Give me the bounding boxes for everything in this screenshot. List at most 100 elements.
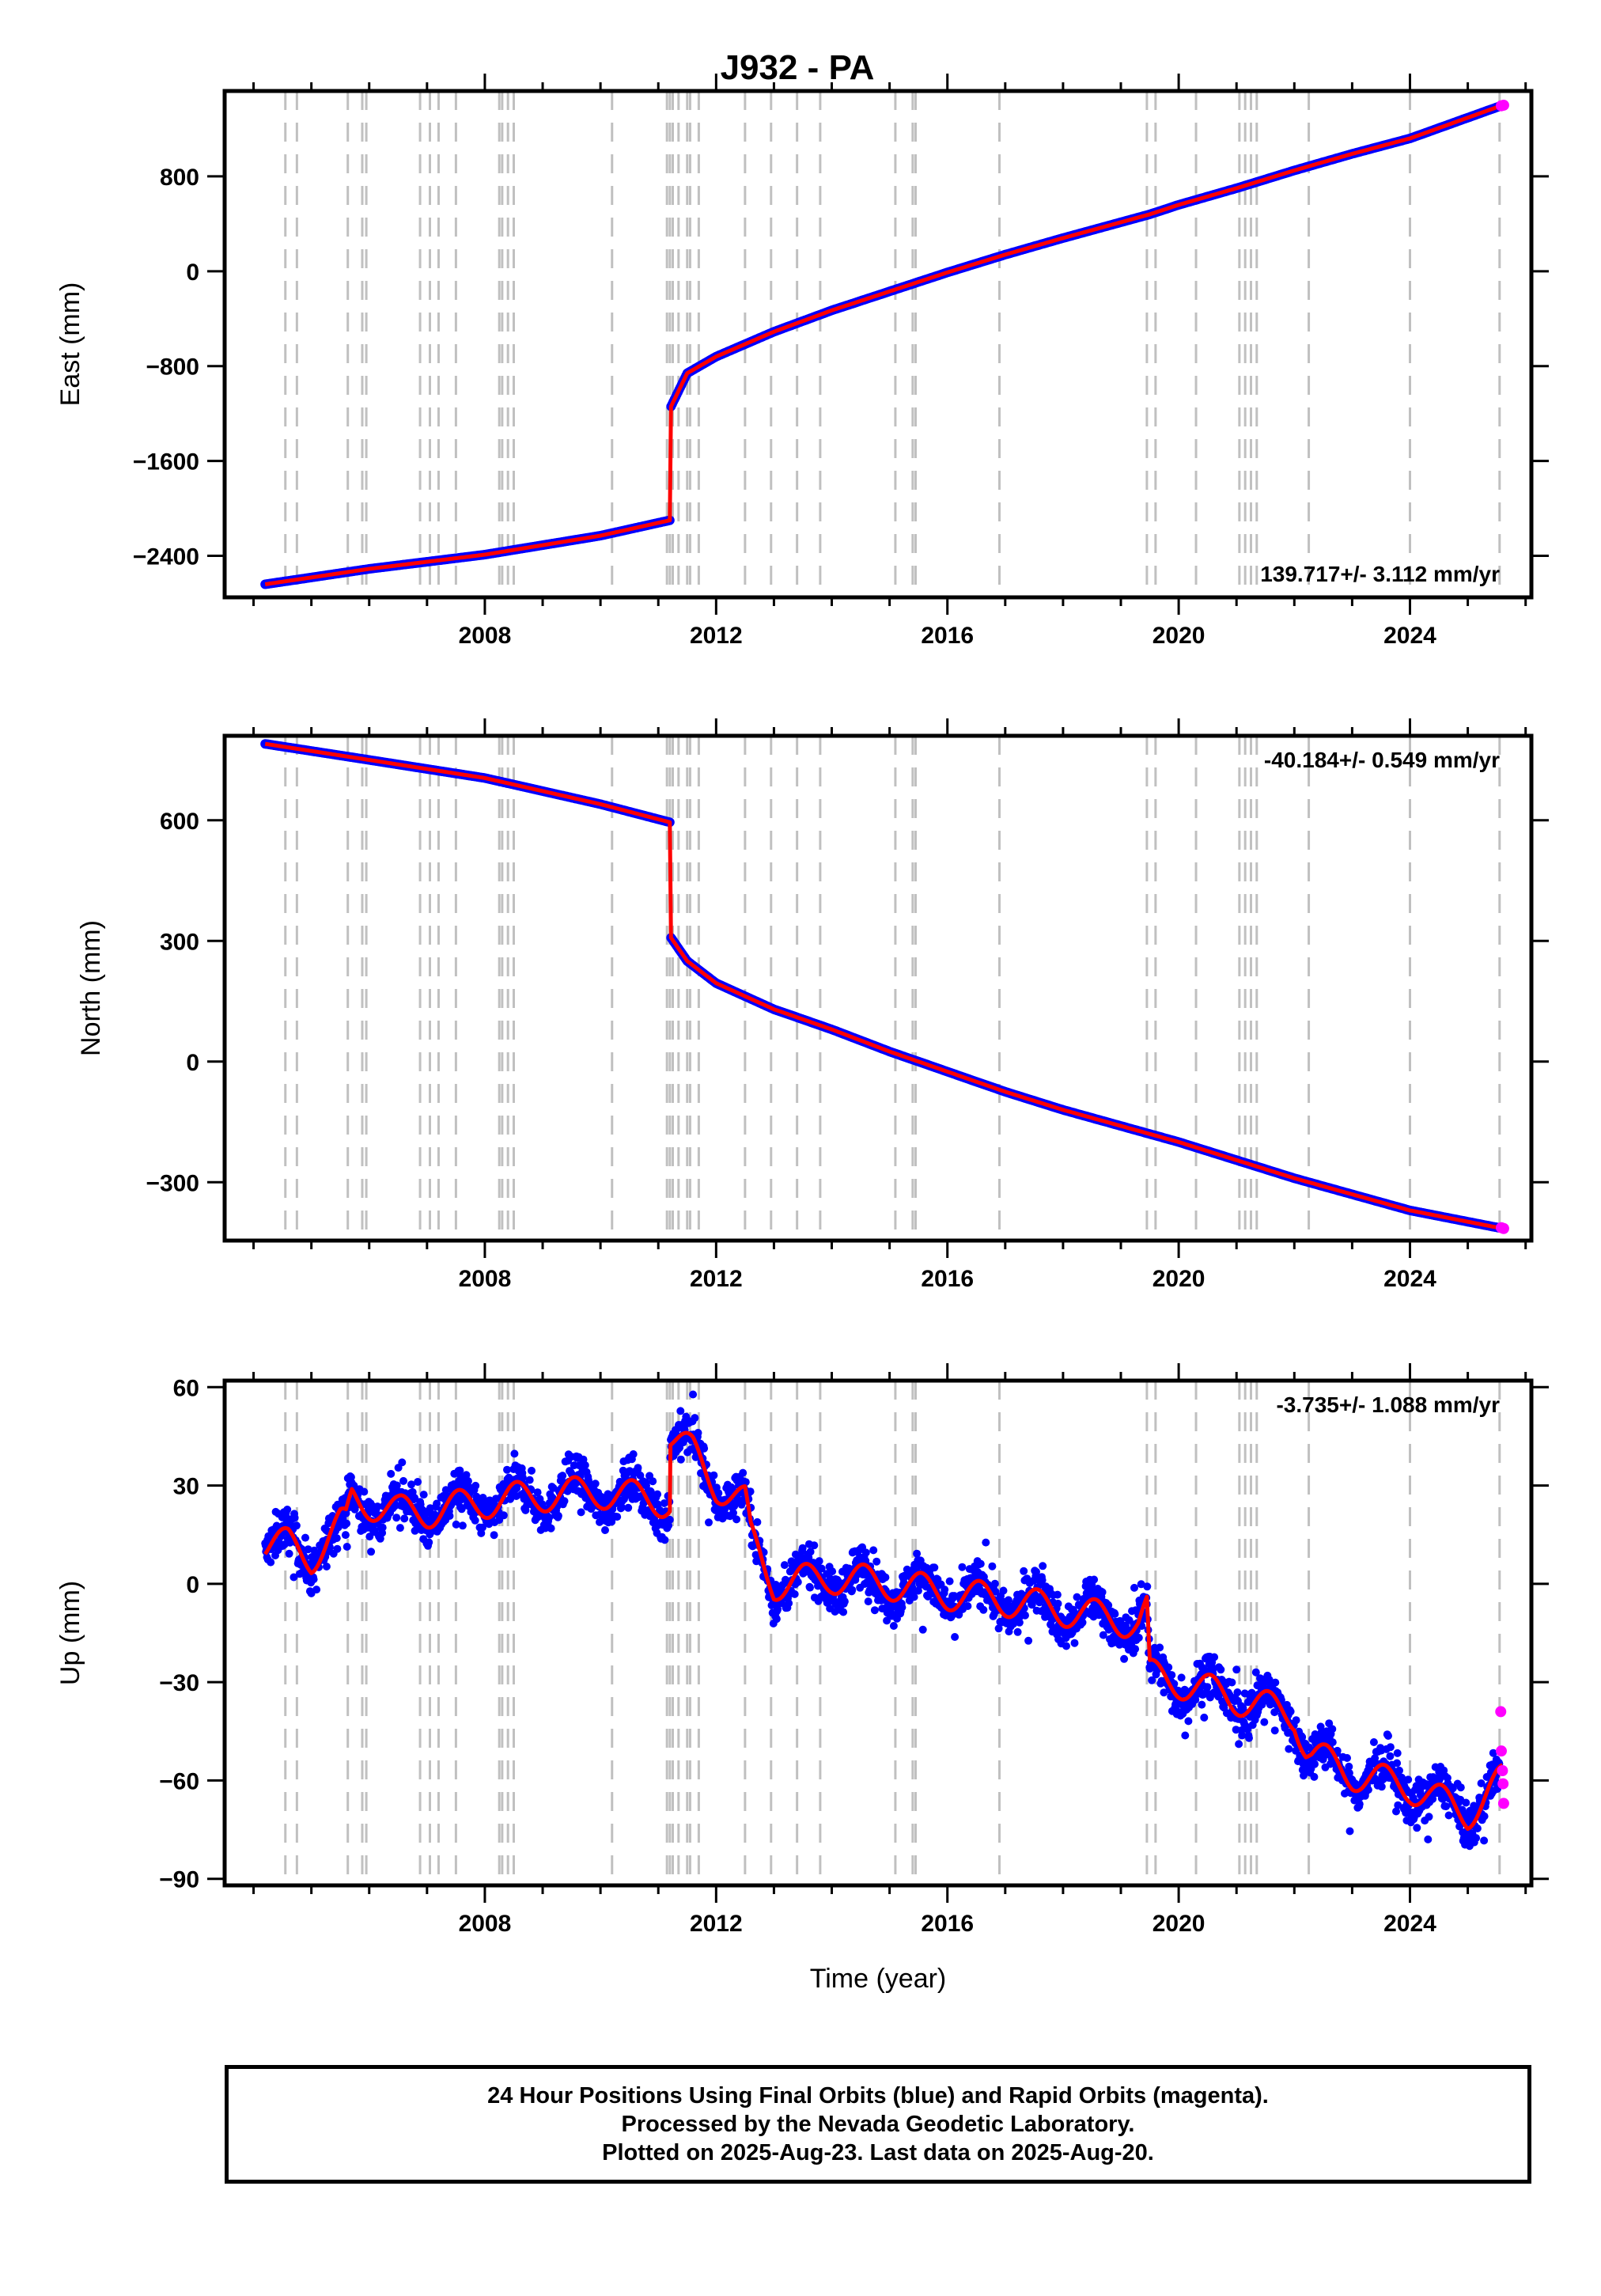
y-tick-label: 800 xyxy=(160,165,199,191)
rapid-orbit-points-north xyxy=(1495,1222,1509,1234)
final-orbit-point xyxy=(898,1603,906,1612)
final-orbit-point xyxy=(1070,1639,1079,1647)
model-fit-line-east xyxy=(264,103,1504,586)
final-orbit-point xyxy=(941,1586,949,1594)
x-tick-label: 2016 xyxy=(921,1266,974,1292)
final-orbit-point xyxy=(676,1455,685,1464)
final-orbit-point xyxy=(1039,1562,1047,1570)
final-orbit-point xyxy=(591,1480,600,1488)
final-orbit-point xyxy=(312,1586,321,1594)
y-tick-label: 600 xyxy=(160,809,199,835)
final-orbit-point xyxy=(951,1633,959,1641)
final-orbit-point xyxy=(341,1531,350,1540)
final-orbit-point xyxy=(1021,1611,1029,1620)
final-orbit-point xyxy=(864,1597,872,1606)
final-orbit-point xyxy=(1270,1726,1279,1735)
final-orbit-point xyxy=(322,1563,331,1570)
final-orbit-point xyxy=(301,1533,309,1542)
final-orbit-point xyxy=(1210,1653,1219,1661)
final-orbit-point xyxy=(1130,1583,1138,1592)
final-orbit-point xyxy=(1062,1642,1070,1650)
final-orbit-point xyxy=(930,1563,939,1572)
final-orbit-point xyxy=(691,1414,699,1423)
x-tick-label: 2024 xyxy=(1383,1266,1436,1292)
final-orbit-point xyxy=(870,1606,879,1615)
final-orbit-point xyxy=(1131,1645,1140,1654)
panels-group: 2008 2012 2016 2020 20248000−800−1600−2400Ea… xyxy=(55,74,1549,1937)
final-orbit-point xyxy=(445,1512,454,1520)
final-orbit-point xyxy=(705,1518,713,1527)
y-tick-label: −800 xyxy=(146,354,199,381)
final-orbit-point xyxy=(1013,1627,1022,1636)
final-orbit-point xyxy=(780,1561,789,1570)
final-orbit-point xyxy=(1395,1766,1403,1775)
model-fit-line-north xyxy=(264,741,1504,1231)
final-orbit-point xyxy=(976,1559,985,1568)
final-orbit-point xyxy=(1232,1665,1241,1674)
final-orbit-point xyxy=(1156,1643,1164,1652)
velocity-annotation-north: -40.184+/- 0.549 mm/yr xyxy=(1264,748,1500,772)
plot-frame-east xyxy=(222,89,1534,600)
panel-north: 2008 2012 2016 2020 2024 600 300 0 −300 North (mm… xyxy=(76,718,1549,1292)
final-orbit-point xyxy=(1369,1738,1378,1746)
final-orbit-point xyxy=(1444,1811,1453,1820)
final-orbit-point xyxy=(629,1450,638,1458)
final-orbit-point xyxy=(613,1513,622,1521)
y-tick-label: 0 xyxy=(186,1050,199,1076)
rapid-orbit-points-east xyxy=(1495,99,1509,112)
final-orbit-point xyxy=(1200,1713,1209,1722)
event-lines-up xyxy=(284,1381,1501,1885)
final-orbit-points-up xyxy=(261,1390,1504,1851)
chart-title: J932 - PA xyxy=(721,48,875,87)
final-orbit-point xyxy=(1404,1775,1413,1784)
final-orbit-point xyxy=(1310,1772,1319,1781)
final-orbit-point xyxy=(1328,1738,1337,1747)
final-orbit-point xyxy=(689,1390,698,1399)
final-orbit-point xyxy=(471,1516,479,1525)
x-tick-label: 2020 xyxy=(1152,623,1205,649)
y-tick-label: −1600 xyxy=(133,449,199,475)
final-orbit-point xyxy=(793,1578,802,1586)
y-tick-label: −300 xyxy=(146,1170,199,1196)
final-orbit-point xyxy=(1245,1733,1253,1742)
final-orbit-point xyxy=(861,1548,870,1557)
rapid-orbit-point xyxy=(1497,99,1509,111)
final-orbit-point xyxy=(499,1511,508,1520)
final-orbit-point xyxy=(1143,1582,1152,1591)
final-orbit-point xyxy=(290,1514,299,1522)
final-orbit-point xyxy=(1054,1599,1062,1608)
x-axis-north: 2008 2012 2016 2020 2024 xyxy=(252,718,1527,1292)
final-orbit-point xyxy=(840,1597,849,1606)
y-axis-label-north: North (mm) xyxy=(76,920,106,1056)
final-orbit-point xyxy=(999,1586,1008,1595)
final-orbit-point xyxy=(1233,1688,1242,1696)
y-tick-label: 300 xyxy=(160,929,199,955)
final-orbit-point xyxy=(1217,1665,1225,1674)
velocity-annotation-east: 139.717+/- 3.112 mm/yr xyxy=(1260,562,1500,586)
final-orbit-point xyxy=(399,1476,407,1485)
final-orbit-point xyxy=(285,1549,293,1558)
final-orbit-point xyxy=(1377,1783,1386,1791)
final-orbit-point xyxy=(676,1407,685,1415)
final-orbit-point xyxy=(958,1563,967,1571)
y-axis-north: 600 300 0 −300 xyxy=(146,809,1549,1196)
final-orbit-point xyxy=(828,1567,837,1576)
final-orbit-point xyxy=(1343,1754,1351,1762)
final-orbit-point xyxy=(1120,1654,1129,1663)
final-orbit-point xyxy=(525,1476,534,1484)
final-orbit-point xyxy=(290,1573,298,1582)
final-orbit-point xyxy=(547,1524,555,1533)
final-orbit-point xyxy=(332,1534,341,1543)
final-orbit-point xyxy=(772,1615,781,1623)
final-orbit-point xyxy=(558,1472,567,1480)
final-orbit-point xyxy=(367,1548,376,1556)
rapid-orbit-point xyxy=(1497,1222,1509,1234)
final-orbit-point xyxy=(1346,1827,1354,1836)
final-orbit-point xyxy=(1168,1671,1176,1680)
y-tick-label: 0 xyxy=(186,260,199,286)
final-orbit-point xyxy=(1184,1717,1193,1726)
final-orbit-point xyxy=(343,1543,351,1551)
x-tick-label: 2012 xyxy=(690,623,743,649)
